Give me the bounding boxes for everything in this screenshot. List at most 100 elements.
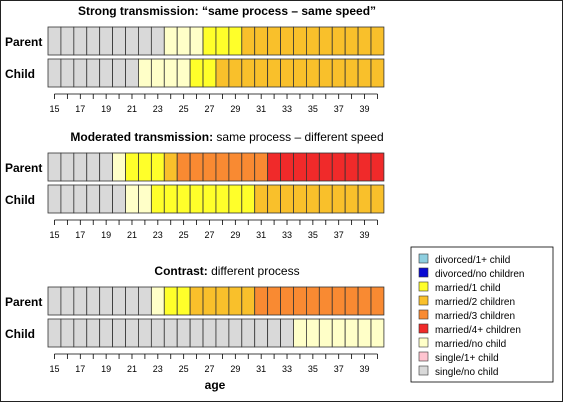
sequence-cell	[189, 58, 204, 88]
x-tick-label: 37	[334, 104, 344, 114]
sequence-cell	[60, 318, 75, 348]
sequence-cell	[138, 318, 152, 348]
sequence-cell	[267, 26, 281, 56]
sequence-cell	[215, 184, 230, 214]
sequence-cell	[176, 26, 191, 56]
sequence-cell	[176, 152, 191, 182]
sequence-cell	[305, 318, 320, 348]
sequence-cell	[112, 184, 126, 214]
sequence-cell	[293, 152, 307, 182]
sequence-cell	[344, 286, 359, 316]
sequence-cell	[254, 184, 269, 214]
sequence-cell	[112, 58, 126, 88]
row-label-child: Child	[5, 327, 35, 341]
sequence-cell	[305, 58, 320, 88]
row-label-parent: Parent	[5, 161, 42, 175]
sequence-cell	[112, 318, 126, 348]
sequence-cell	[293, 184, 307, 214]
x-tick-label: 31	[256, 230, 266, 240]
legend-swatch	[418, 295, 429, 306]
legend-swatch	[418, 253, 429, 264]
sequence-cell	[344, 184, 359, 214]
sequence-cell	[189, 26, 204, 56]
x-tick-label: 15	[49, 364, 59, 374]
sequence-cell	[293, 286, 307, 316]
x-tick-label: 37	[334, 230, 344, 240]
sequence-cell	[47, 152, 62, 182]
sequence-cell	[47, 184, 62, 214]
sequence-cell	[125, 318, 139, 348]
sequence-cell	[228, 286, 243, 316]
panel-title: Strong transmission: “same process – sam…	[78, 4, 376, 18]
row-label-parent: Parent	[5, 295, 42, 309]
sequence-cell	[215, 58, 230, 88]
sequence-cell	[293, 26, 307, 56]
sequence-cell	[176, 318, 191, 348]
sequence-cell	[331, 286, 346, 316]
sequence-cell	[331, 58, 346, 88]
sequence-cell	[228, 152, 243, 182]
x-tick-label: 27	[204, 104, 214, 114]
x-tick-label: 23	[153, 104, 163, 114]
sequence-cell	[357, 318, 372, 348]
sequence-cell	[47, 318, 62, 348]
sequence-cell	[254, 152, 269, 182]
legend-label: married/3 children	[435, 311, 515, 322]
sequence-cell	[176, 58, 191, 88]
x-tick-label: 39	[360, 364, 370, 374]
sequence-cell	[215, 286, 230, 316]
sequence-cell	[189, 286, 204, 316]
legend-box	[410, 246, 554, 383]
sequence-cell	[241, 286, 256, 316]
sequence-cell	[241, 152, 256, 182]
sequence-cell	[344, 26, 359, 56]
sequence-cell	[344, 152, 359, 182]
sequence-cell	[305, 26, 320, 56]
x-tick-label: 39	[360, 230, 370, 240]
legend-label: married/2 children	[435, 297, 515, 308]
sequence-cell	[331, 184, 346, 214]
sequence-cell	[163, 184, 178, 214]
sequence-cell	[318, 318, 333, 348]
sequence-cell	[228, 26, 243, 56]
sequence-cell	[138, 26, 152, 56]
sequence-cell	[60, 152, 75, 182]
sequence-cell	[280, 152, 294, 182]
x-tick-label: 29	[230, 230, 240, 240]
sequence-cell	[267, 58, 281, 88]
sequence-cell	[125, 26, 139, 56]
sequence-cell	[318, 58, 333, 88]
sequence-cell	[99, 184, 114, 214]
x-tick-label: 27	[204, 230, 214, 240]
sequence-cell	[215, 318, 230, 348]
sequence-cell	[202, 286, 217, 316]
sequence-cell	[228, 318, 243, 348]
legend-swatch	[418, 337, 429, 348]
sequence-cell	[370, 26, 385, 56]
sequence-cell	[215, 26, 230, 56]
sequence-cell	[331, 318, 346, 348]
legend-swatch	[418, 365, 429, 376]
sequence-cell	[138, 184, 152, 214]
sequence-cell	[318, 286, 333, 316]
sequence-cell	[305, 286, 320, 316]
sequence-cell	[228, 58, 243, 88]
x-tick-label: 39	[360, 104, 370, 114]
x-tick-label: 35	[308, 104, 318, 114]
legend-label: married/1 child	[435, 283, 501, 294]
sequence-cell	[305, 184, 320, 214]
sequence-cell	[357, 152, 372, 182]
sequence-cell	[73, 58, 88, 88]
panel-title: Contrast: different process	[154, 264, 299, 278]
sequence-cell	[138, 152, 152, 182]
sequence-cell	[60, 184, 75, 214]
sequence-cell	[73, 184, 88, 214]
sequence-cell	[189, 318, 204, 348]
sequence-cell	[150, 58, 165, 88]
sequence-cell	[318, 184, 333, 214]
sequence-cell	[99, 152, 114, 182]
sequence-cell	[189, 184, 204, 214]
sequence-cell	[293, 58, 307, 88]
sequence-cell	[47, 58, 62, 88]
